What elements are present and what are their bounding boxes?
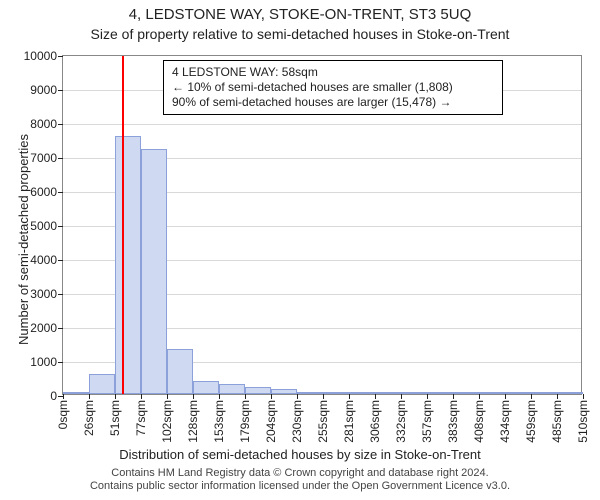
x-tick-label: 77sqm	[134, 394, 148, 436]
annotation-box: 4 LEDSTONE WAY: 58sqm ← 10% of semi-deta…	[163, 60, 503, 115]
footer-line-2: Contains public sector information licen…	[0, 480, 600, 493]
histogram-bar	[271, 389, 297, 394]
y-tick-label: 2000	[30, 321, 63, 335]
annotation-line-property: 4 LEDSTONE WAY: 58sqm	[172, 65, 494, 80]
chart-title: 4, LEDSTONE WAY, STOKE-ON-TRENT, ST3 5UQ	[0, 6, 600, 23]
x-tick-label: 255sqm	[316, 394, 330, 443]
x-tick-label: 230sqm	[290, 394, 304, 443]
y-tick-label: 10000	[24, 49, 63, 63]
y-tick-label: 5000	[30, 219, 63, 233]
annotation-line-larger: 90% of semi-detached houses are larger (…	[172, 95, 494, 110]
chart-subtitle: Size of property relative to semi-detach…	[0, 26, 600, 42]
y-tick-label: 3000	[30, 287, 63, 301]
x-tick-label: 306sqm	[368, 394, 382, 443]
histogram-bar	[557, 392, 583, 394]
histogram-bar	[401, 392, 427, 394]
histogram-bar	[141, 149, 167, 394]
histogram-bar	[245, 387, 271, 394]
y-axis-label: Number of semi-detached properties	[16, 134, 31, 345]
histogram-bar	[349, 392, 375, 394]
y-tick-label: 7000	[30, 151, 63, 165]
x-tick-label: 434sqm	[498, 394, 512, 443]
plot-area: 0100020003000400050006000700080009000100…	[62, 55, 582, 395]
x-tick-label: 102sqm	[160, 394, 174, 443]
chart-root: { "title": "4, LEDSTONE WAY, STOKE-ON-TR…	[0, 0, 600, 500]
y-tick-label: 4000	[30, 253, 63, 267]
x-tick-label: 408sqm	[472, 394, 486, 443]
histogram-bar	[193, 381, 219, 394]
property-marker-line	[122, 56, 124, 394]
y-tick-label: 8000	[30, 117, 63, 131]
footer-line-1: Contains HM Land Registry data © Crown c…	[0, 467, 600, 480]
y-tick-label: 1000	[30, 355, 63, 369]
histogram-bar	[167, 349, 193, 394]
annotation-line-smaller: ← 10% of semi-detached houses are smalle…	[172, 80, 494, 95]
histogram-bar	[115, 136, 141, 394]
grid-line	[63, 124, 581, 125]
histogram-bar	[505, 392, 531, 394]
histogram-bar	[89, 374, 115, 394]
histogram-bar	[479, 392, 505, 394]
footer-attribution: Contains HM Land Registry data © Crown c…	[0, 467, 600, 493]
histogram-bar	[531, 392, 557, 394]
histogram-bar	[63, 392, 89, 394]
histogram-bar	[323, 392, 349, 394]
x-tick-label: 204sqm	[264, 394, 278, 443]
x-tick-label: 128sqm	[186, 394, 200, 443]
x-tick-label: 26sqm	[82, 394, 96, 436]
histogram-bar	[219, 384, 245, 394]
x-tick-label: 281sqm	[342, 394, 356, 443]
x-tick-label: 51sqm	[108, 394, 122, 436]
x-tick-label: 0sqm	[56, 394, 70, 429]
y-tick-label: 9000	[30, 83, 63, 97]
x-tick-label: 332sqm	[394, 394, 408, 443]
x-tick-label: 383sqm	[446, 394, 460, 443]
x-tick-label: 179sqm	[238, 394, 252, 443]
x-tick-label: 459sqm	[524, 394, 538, 443]
histogram-bar	[427, 392, 453, 394]
x-tick-label: 357sqm	[420, 394, 434, 443]
x-tick-label: 153sqm	[212, 394, 226, 443]
histogram-bar	[297, 392, 323, 394]
x-tick-label: 485sqm	[550, 394, 564, 443]
x-axis-label: Distribution of semi-detached houses by …	[0, 447, 600, 462]
histogram-bar	[375, 392, 401, 394]
y-tick-label: 6000	[30, 185, 63, 199]
histogram-bar	[453, 392, 479, 394]
x-tick-label: 510sqm	[576, 394, 590, 443]
